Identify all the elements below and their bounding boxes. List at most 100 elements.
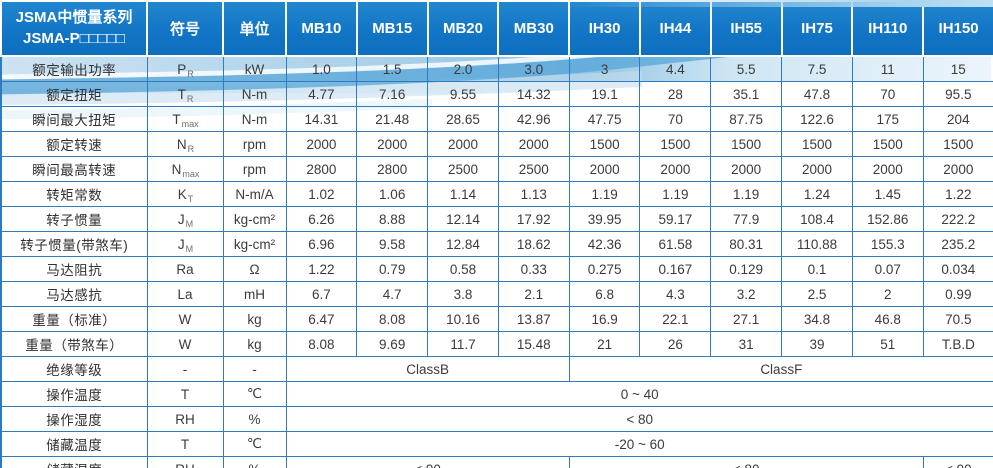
spec-value: 21 [568,331,641,357]
spec-value: 2.5 [781,281,853,307]
model-header: IH110 [851,0,925,57]
spec-value: 8.08 [285,331,358,357]
row-unit: Ω [222,256,287,282]
spec-value: 18.62 [497,231,570,257]
spec-row: 马达阻抗 Ra Ω 1.22 0.79 0.58 0.33 0.275 0.167 0.129 0.… [0,256,993,282]
spec-value: 12.84 [427,231,499,257]
symbol-text: W [178,336,192,352]
spec-value: 8.88 [356,206,429,232]
row-unit: kW [222,55,287,82]
spec-value: 2800 [285,156,358,182]
row-unit: kg-cm² [222,206,287,232]
spec-value: 6.96 [285,231,358,257]
spec-value: 2.1 [497,281,570,307]
row-unit: rpm [222,156,287,182]
spec-value: 1.19 [568,181,641,207]
spec-value: 0.79 [356,256,429,282]
spec-value: 110.88 [781,231,853,257]
spec-value: 1.5 [356,55,429,82]
spec-value: 2500 [497,156,570,182]
spec-value: 1.19 [639,181,712,207]
spec-value: 6.26 [285,206,358,232]
symbol-text: - [182,361,188,377]
spec-value: 2000 [851,156,924,182]
row-symbol: W [146,331,224,357]
spec-value: 1500 [639,131,712,157]
spec-value: 155.3 [851,231,924,257]
spec-value: 16.9 [568,306,641,332]
spec-value: 39 [781,331,853,357]
row-label: 转子惯量(带煞车) [0,231,148,257]
row-symbol: KT [146,181,224,207]
row-symbol: JM [146,206,224,232]
symbol-subscript: M [185,243,194,254]
spec-value: 1.22 [922,181,993,207]
env-value: < 80 [568,456,924,468]
symbol-subscript: max [181,118,199,129]
spec-value: 2000 [568,156,641,182]
env-value: < 80 [285,406,993,432]
spec-value: 4.77 [285,81,358,107]
spec-value: 17.92 [497,206,570,232]
spec-value: 22.1 [639,306,712,332]
spec-value: 3 [568,55,641,82]
row-symbol: W [146,306,224,332]
spec-value: 70 [639,106,712,132]
spec-value: 1500 [781,131,853,157]
spec-value: 1.13 [497,181,570,207]
spec-value: 27.1 [710,306,783,332]
spec-value: 59.17 [639,206,712,232]
spec-value: 0.275 [568,256,641,282]
spec-value: 2000 [285,131,358,157]
symbol-text: RH [175,462,195,468]
row-unit: ℃ [222,431,287,457]
row-unit: kg-cm² [222,231,287,257]
row-symbol: NR [146,131,224,157]
row-symbol: Nmax [146,156,224,182]
spec-value: 14.31 [285,106,358,132]
spec-value: 1.0 [285,55,358,82]
row-symbol: RH [146,456,224,468]
row-unit: kg [222,306,287,332]
spec-value: 0.034 [922,256,993,282]
row-symbol: Ra [146,256,224,282]
spec-value: 2000 [639,156,712,182]
spec-value: 2000 [710,156,783,182]
spec-value: 28.65 [427,106,499,132]
spec-value: 152.86 [851,206,924,232]
row-unit: N-m/A [222,181,287,207]
spec-value: 7.16 [356,81,429,107]
row-symbol: JM [146,231,224,257]
spec-value: 1500 [568,131,641,157]
row-symbol: RH [146,406,224,432]
row-label: 额定扭矩 [0,81,148,107]
spec-value: 0.129 [710,256,783,282]
row-label: 操作温度 [0,381,148,407]
env-row: 储藏湿度RH%< 90< 80< 90 [0,456,993,468]
row-label: 储藏温度 [0,431,148,457]
spec-value: 46.8 [851,306,924,332]
symbol-text: Ra [176,261,194,277]
spec-value: 0.167 [639,256,712,282]
row-symbol: T [146,431,224,457]
model-header: MB15 [355,0,429,57]
symbol-text: La [177,286,193,302]
spec-value: 26 [639,331,712,357]
spec-value: 1500 [922,131,993,157]
spec-value: 70.5 [922,306,993,332]
series-title-line1: JSMA中惯量系列 [15,9,133,27]
symbol-text: K [177,186,187,202]
spec-value: 0.99 [922,281,993,307]
spec-value: 1500 [710,131,783,157]
symbol-text: J [177,236,185,252]
spec-row: 额定扭矩 TR N-m 4.77 7.16 9.55 14.32 19.1 28 35.1 47.8… [0,81,993,107]
symbol-text: N [176,136,187,152]
row-unit: rpm [222,131,287,157]
spec-value: 7.5 [781,55,853,82]
spec-value: 3.2 [710,281,783,307]
spec-value: 1.22 [285,256,358,282]
spec-value: 34.8 [781,306,853,332]
spec-value: 11.7 [427,331,499,357]
